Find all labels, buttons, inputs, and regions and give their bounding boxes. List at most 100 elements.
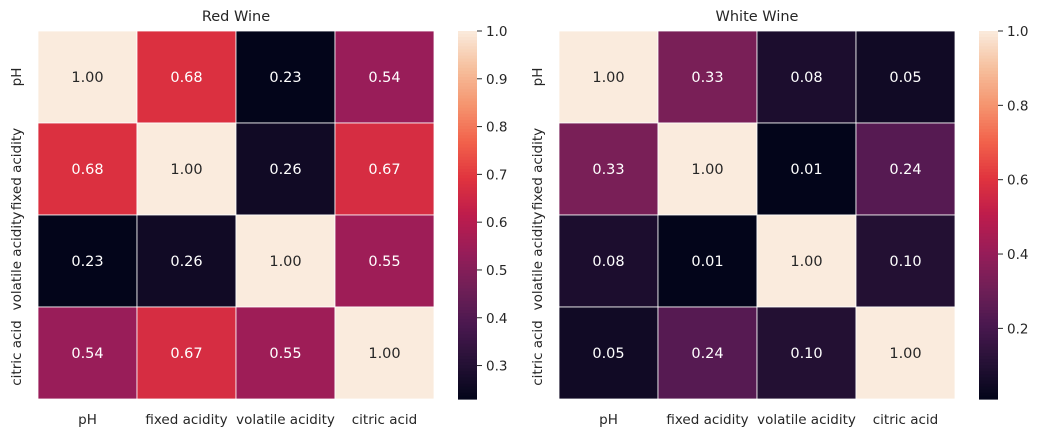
red-wine-colorbar-segment <box>458 64 477 69</box>
white-wine-colorbar-segment <box>979 343 998 348</box>
red-wine-colorbar-segment <box>458 340 477 345</box>
white-wine-colorbar-segment <box>979 227 998 231</box>
red-wine-cell <box>334 30 435 124</box>
red-wine-colorbar-segment <box>458 224 477 228</box>
red-wine-cell-label: 0.54 <box>368 70 400 86</box>
white-wine-colorbar-segment <box>979 52 998 57</box>
red-wine-colorbar-segment <box>458 89 477 93</box>
white-wine-cell <box>558 30 659 124</box>
white-wine-colorbar-segment <box>979 70 998 75</box>
red-wine-colorbar-segment <box>458 211 477 216</box>
red-wine-colorbar-segment <box>458 270 477 274</box>
red-wine-colorbar-segment <box>458 368 477 372</box>
white-wine-colorbar-segment <box>979 123 998 127</box>
white-wine-colorbar-segment <box>979 49 998 54</box>
white-wine-cell-label: 0.05 <box>592 346 624 362</box>
white-wine-colorbar-segment <box>979 107 998 112</box>
red-wine-colorbar-tick-label: 0.6 <box>486 215 507 231</box>
red-wine-colorbar-segment <box>458 383 477 388</box>
white-wine-colorbar-segment <box>979 80 998 84</box>
white-wine-colorbar-segment <box>979 279 998 284</box>
white-wine-colorbar-segment <box>979 221 998 225</box>
red-wine-colorbar-tick-label: 0.8 <box>486 120 507 136</box>
white-wine-colorbar-segment <box>979 270 998 274</box>
red-wine-colorbar-segment <box>458 126 477 130</box>
white-wine-colorbar-segment <box>979 135 998 139</box>
white-wine-cell-label: 1.00 <box>889 346 921 362</box>
white-wine-cell-label: 0.05 <box>889 70 921 86</box>
white-wine-cell <box>657 214 758 308</box>
red-wine-cell-label: 0.23 <box>269 70 301 86</box>
white-wine-colorbar-segment <box>979 55 998 60</box>
red-wine-colorbar-segment <box>458 346 477 351</box>
red-wine-colorbar-segment <box>458 273 477 277</box>
red-wine-colorbar-segment <box>458 98 477 103</box>
white-wine-colorbar-segment <box>979 61 998 66</box>
white-wine-colorbar-segment <box>979 165 998 170</box>
white-wine-colorbar-segment <box>979 138 998 142</box>
red-wine-cell-label: 0.55 <box>269 346 301 362</box>
white-wine-colorbar-segment <box>979 322 998 326</box>
white-wine-colorbar-segment <box>979 159 998 164</box>
red-wine-colorbar-segment <box>458 196 477 201</box>
red-wine-colorbar-segment <box>458 257 477 262</box>
red-wine-colorbar-segment <box>458 279 477 284</box>
red-wine-colorbar-segment <box>458 202 477 207</box>
white-wine-y-tick-label: fixed acidity <box>530 128 546 210</box>
white-wine-colorbar-segment <box>979 386 998 391</box>
white-wine-cell <box>855 214 956 308</box>
red-wine-colorbar-segment <box>458 49 477 54</box>
white-wine-colorbar-tick-label: 0.6 <box>1007 173 1028 189</box>
red-wine-colorbar-segment <box>458 297 477 302</box>
red-wine-colorbar-segment <box>458 392 477 397</box>
red-wine-x-tick-label: pH <box>78 412 97 428</box>
red-wine-colorbar-segment <box>458 67 477 72</box>
white-wine-colorbar-segment <box>979 211 998 216</box>
white-wine-colorbar-segment <box>979 294 998 299</box>
white-wine-colorbar-segment <box>979 104 998 109</box>
red-wine-x-tick-label: volatile acidity <box>236 412 335 428</box>
red-wine-colorbar-segment <box>458 83 477 87</box>
red-wine-colorbar-segment <box>458 300 477 305</box>
red-wine-y-tick-label: citric acid <box>9 320 25 386</box>
white-wine-colorbar-segment <box>979 116 998 121</box>
red-wine-cell-label: 0.67 <box>170 346 202 362</box>
red-wine-colorbar-segment <box>458 172 477 176</box>
red-wine-x-tick-label: citric acid <box>352 412 418 428</box>
white-wine-colorbar-segment <box>979 316 998 320</box>
white-wine-colorbar-segment <box>979 196 998 201</box>
red-wine-colorbar-segment <box>458 150 477 155</box>
red-wine-colorbar-segment <box>458 356 477 360</box>
red-wine-colorbar-segment <box>458 233 477 238</box>
white-wine-colorbar-segment <box>979 356 998 360</box>
white-wine-colorbar-segment <box>979 362 998 366</box>
red-wine-colorbar-segment <box>458 362 477 366</box>
white-wine-colorbar-segment <box>979 233 998 238</box>
white-wine-colorbar-segment <box>979 282 998 287</box>
red-wine-colorbar-segment <box>458 264 477 268</box>
red-wine-colorbar-segment <box>458 313 477 317</box>
white-wine-colorbar-segment <box>979 245 998 250</box>
white-wine-colorbar-segment <box>979 239 998 244</box>
white-wine-cell-label: 1.00 <box>691 162 723 178</box>
white-wine-colorbar-segment <box>979 126 998 130</box>
white-wine-colorbar-segment <box>979 92 998 96</box>
white-wine-colorbar-segment <box>979 374 998 379</box>
red-wine-colorbar-segment <box>458 159 477 164</box>
red-wine-colorbar-segment <box>458 184 477 188</box>
white-wine-colorbar-segment <box>979 199 998 204</box>
white-wine-y-tick-label: volatile acidity <box>530 212 546 311</box>
white-wine-colorbar-segment <box>979 346 998 351</box>
white-wine-colorbar-tick-label: 0.4 <box>1007 247 1028 263</box>
white-wine-colorbar-segment <box>979 73 998 78</box>
white-wine-cell-label: 0.10 <box>889 254 921 270</box>
white-wine-x-tick-label: volatile acidity <box>757 412 856 428</box>
red-wine-colorbar-segment <box>458 303 477 308</box>
red-wine-colorbar-segment <box>458 371 477 376</box>
red-wine-colorbar-segment <box>458 101 477 106</box>
white-wine-cell <box>855 30 956 124</box>
white-wine-colorbar-segment <box>979 248 998 253</box>
red-wine-cell <box>334 306 435 400</box>
red-wine-colorbar-segment <box>458 221 477 225</box>
